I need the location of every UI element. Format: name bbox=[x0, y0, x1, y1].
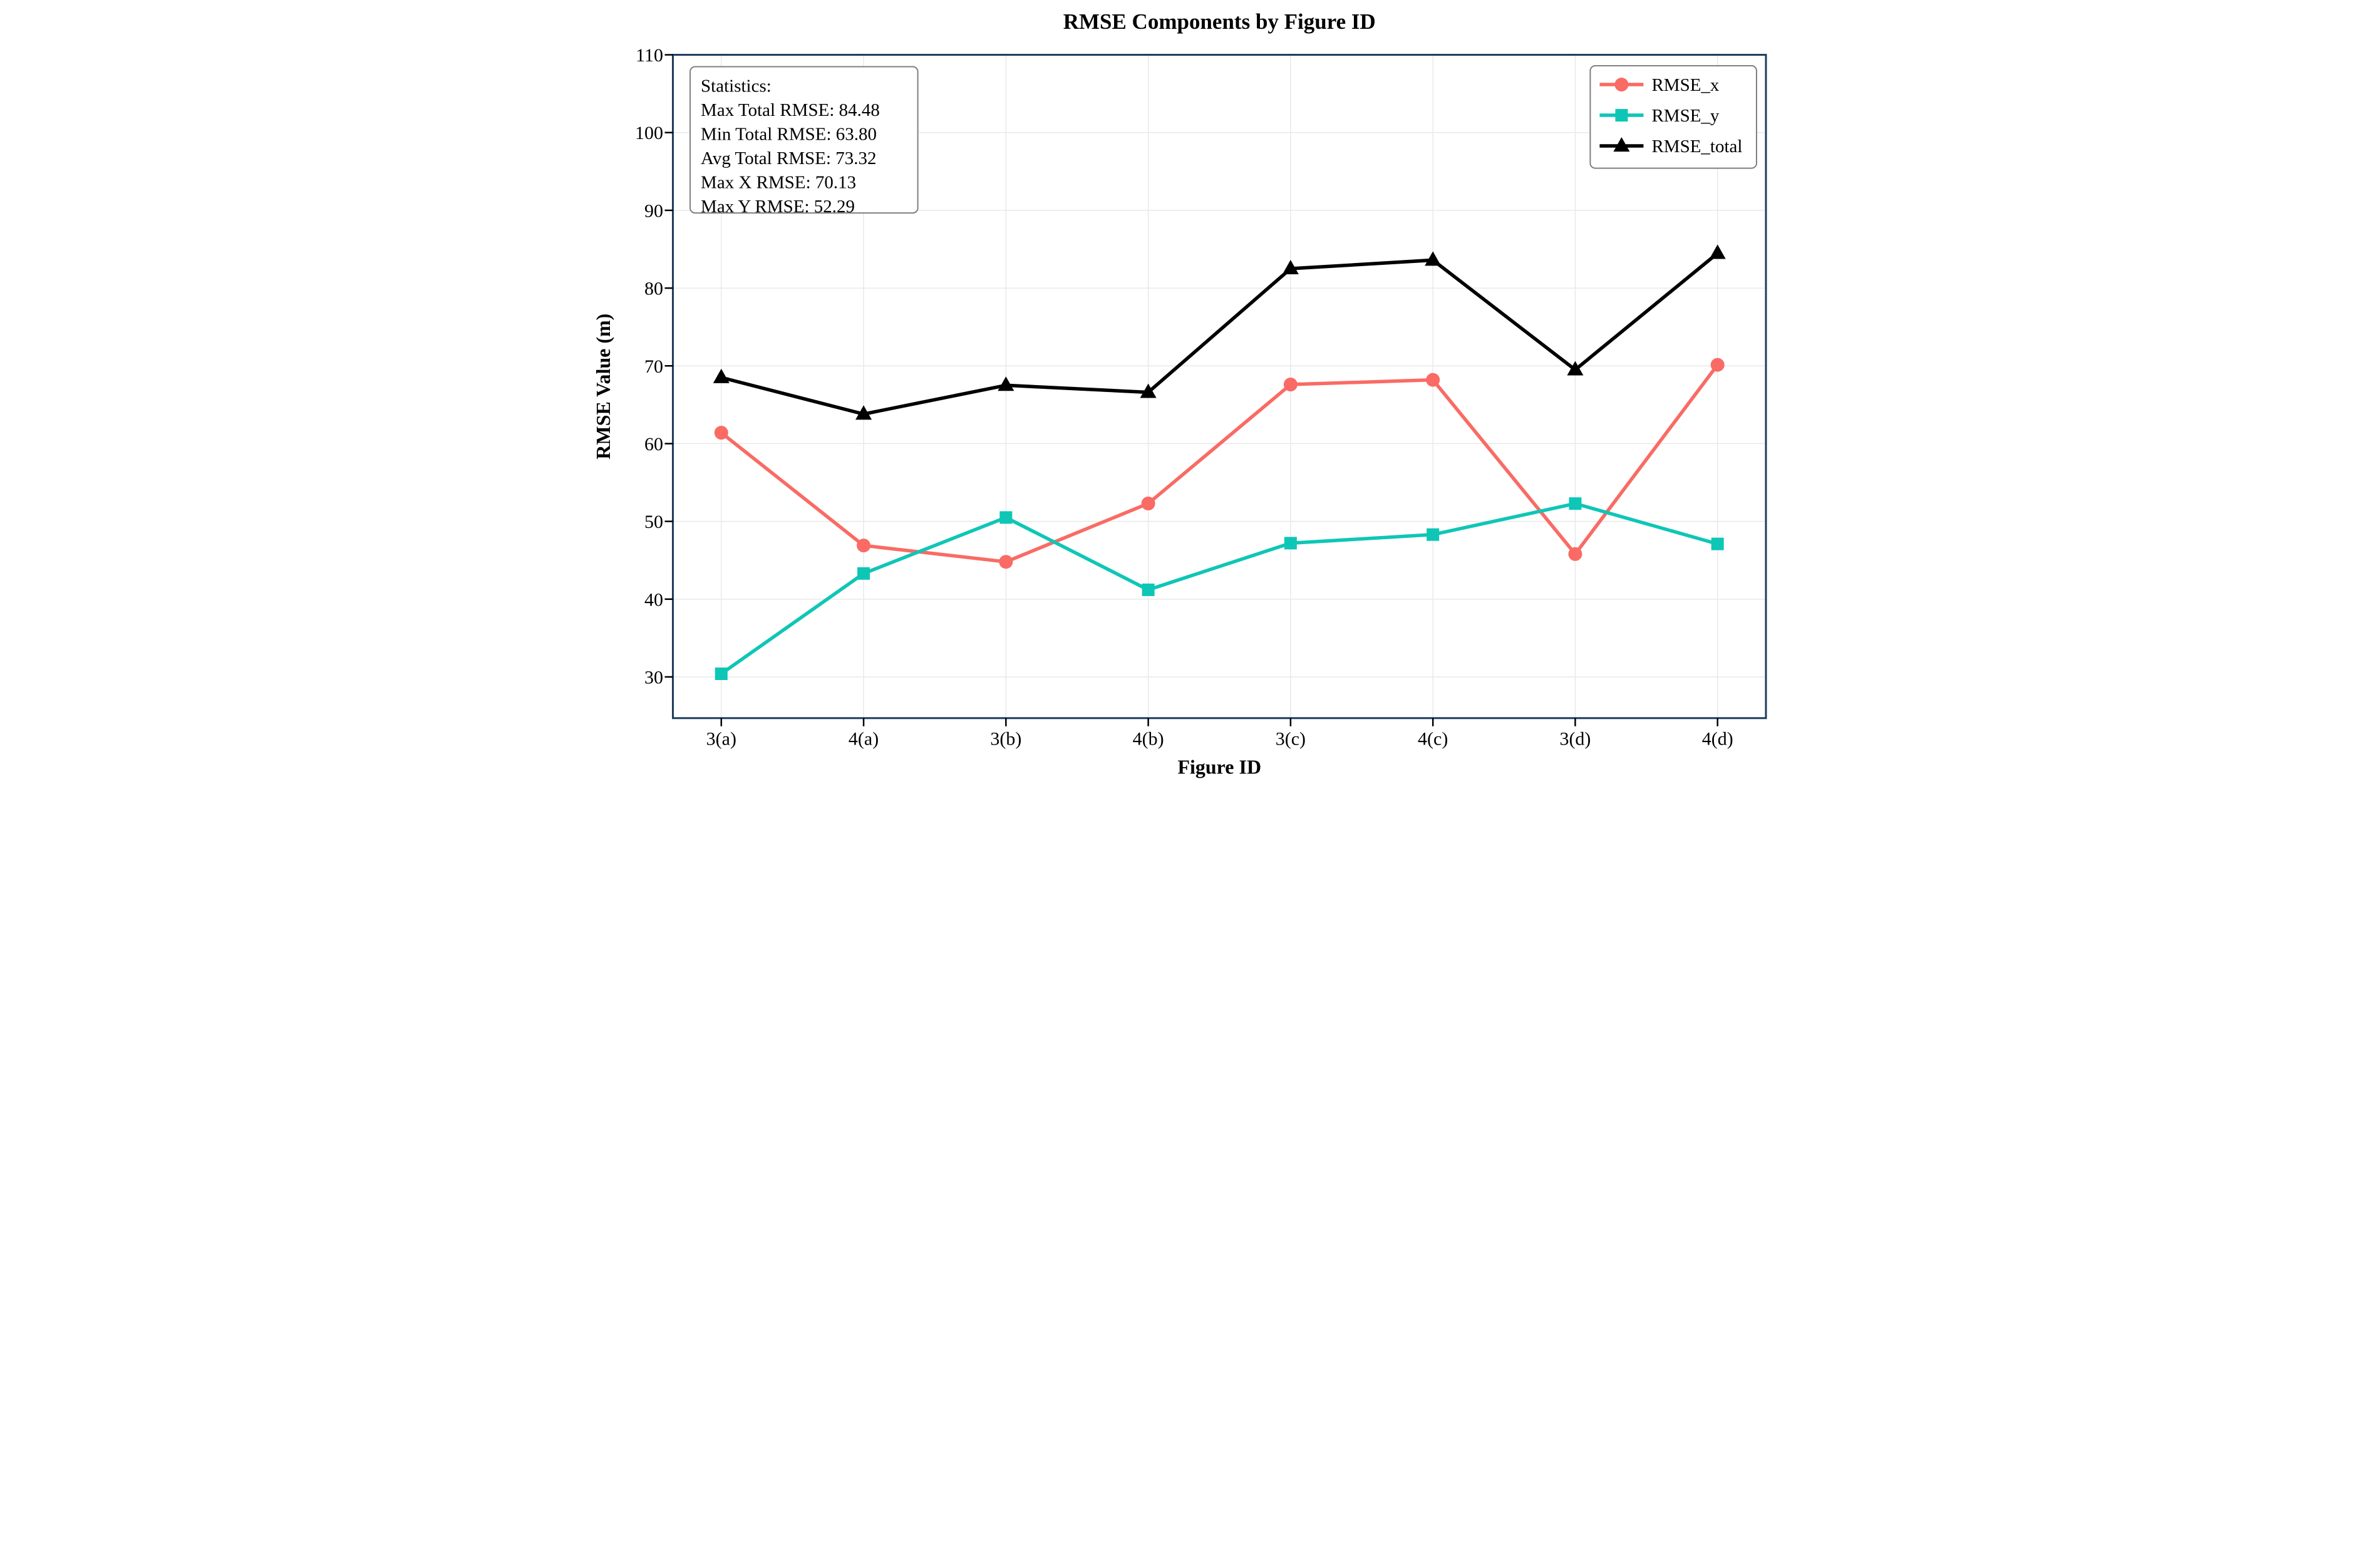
plot-frame bbox=[671, 54, 1767, 720]
x-tick-label: 3(a) bbox=[706, 728, 736, 749]
marker-RMSE_x-4(d) bbox=[1710, 358, 1725, 372]
x-tick-label: 3(b) bbox=[990, 728, 1021, 749]
legend-marker-RMSE_total bbox=[1613, 137, 1629, 152]
marker-RMSE_y-3(d) bbox=[1568, 497, 1581, 510]
x-tick-label: 4(b) bbox=[1132, 728, 1164, 749]
rmse-figure: 3(a) 4(a) 3(b) 4(b) 3(c) 4(c) 3(d) 4(d) 30 40 50 6… bbox=[593, 0, 1781, 785]
y-tick-label: 90 bbox=[644, 200, 663, 221]
marker-RMSE_y-3(a) bbox=[715, 668, 728, 681]
axis-ticks bbox=[664, 54, 1718, 726]
series-line-RMSE_y bbox=[719, 502, 1719, 676]
x-axis-label: Figure ID bbox=[1177, 755, 1261, 778]
y-tick-label: 50 bbox=[644, 512, 663, 532]
marker-RMSE_total-4(a) bbox=[855, 405, 872, 420]
x-tick-label: 3(d) bbox=[1559, 728, 1591, 749]
x-tick-label: 3(c) bbox=[1275, 728, 1305, 749]
legend-label-RMSE_total: RMSE_total bbox=[1651, 137, 1742, 157]
marker-RMSE_x-4(c) bbox=[1425, 373, 1440, 387]
legend: RMSE_x RMSE_y RMSE_total bbox=[1589, 65, 1757, 169]
legend-items: RMSE_x RMSE_y RMSE_total bbox=[1599, 75, 1742, 157]
marker-RMSE_x-3(c) bbox=[1283, 378, 1298, 392]
y-tick-label: 30 bbox=[644, 667, 663, 688]
stats-line: Statistics: bbox=[701, 76, 772, 96]
stats-line: Max Total RMSE: 84.48 bbox=[701, 100, 880, 120]
marker-RMSE_x-3(b) bbox=[998, 555, 1013, 569]
legend-marker-RMSE_x bbox=[1614, 78, 1628, 92]
x-tick-label: 4(c) bbox=[1418, 728, 1448, 749]
chart-title: RMSE Components by Figure ID bbox=[1063, 9, 1375, 34]
y-tick-label: 40 bbox=[644, 589, 663, 610]
stats-lines: Statistics: Max Total RMSE: 84.48 Min Tota… bbox=[701, 76, 880, 217]
x-tick-labels: 3(a) 4(a) 3(b) 4(b) 3(c) 4(c) 3(d) 4(d) bbox=[706, 728, 1733, 749]
marker-RMSE_total-3(d) bbox=[1566, 361, 1583, 376]
marker-RMSE_x-3(d) bbox=[1567, 547, 1582, 561]
y-tick-label: 110 bbox=[636, 45, 663, 66]
chart-canvas: 3(a) 4(a) 3(b) 4(b) 3(c) 4(c) 3(d) 4(d) 30 40 50 6… bbox=[594, 0, 1781, 785]
marker-RMSE_y-4(a) bbox=[857, 567, 870, 580]
marker-RMSE_total-4(b) bbox=[1140, 383, 1157, 398]
stats-line: Min Total RMSE: 63.80 bbox=[701, 125, 877, 145]
marker-RMSE_x-4(a) bbox=[856, 539, 870, 553]
stats-box: Statistics: Max Total RMSE: 84.48 Min Tota… bbox=[689, 66, 919, 217]
x-tick-label: 4(d) bbox=[1701, 728, 1733, 749]
stats-line: Max Y RMSE: 52.29 bbox=[701, 197, 855, 217]
y-tick-label: 60 bbox=[644, 434, 663, 455]
series-layer bbox=[713, 244, 1726, 681]
stats-line: Max X RMSE: 70.13 bbox=[701, 173, 856, 193]
stats-box-frame bbox=[689, 66, 919, 214]
y-tick-labels: 30 40 50 60 70 80 90 100 110 bbox=[635, 45, 663, 688]
marker-RMSE_total-3(b) bbox=[997, 376, 1014, 391]
marker-RMSE_total-3(a) bbox=[713, 368, 730, 383]
marker-RMSE_y-4(d) bbox=[1711, 537, 1724, 550]
legend-label-RMSE_y: RMSE_y bbox=[1651, 106, 1719, 126]
marker-RMSE_total-3(c) bbox=[1282, 260, 1299, 275]
marker-RMSE_total-4(d) bbox=[1709, 244, 1726, 259]
marker-RMSE_y-3(c) bbox=[1284, 537, 1297, 550]
series-line-RMSE_total bbox=[719, 251, 1719, 416]
marker-RMSE_y-4(c) bbox=[1426, 528, 1439, 541]
y-tick-label: 70 bbox=[644, 356, 663, 377]
x-tick-label: 4(a) bbox=[848, 728, 878, 749]
marker-RMSE_total-4(c) bbox=[1424, 251, 1441, 266]
marker-RMSE_x-4(b) bbox=[1141, 497, 1155, 511]
series-line-RMSE_x bbox=[719, 363, 1719, 564]
stats-line: Avg Total RMSE: 73.32 bbox=[701, 148, 876, 168]
marker-RMSE_y-3(b) bbox=[999, 511, 1012, 524]
legend-label-RMSE_x: RMSE_x bbox=[1651, 75, 1719, 95]
y-axis-label: RMSE Value (m) bbox=[594, 314, 614, 460]
y-tick-label: 80 bbox=[644, 279, 663, 299]
marker-RMSE_x-3(a) bbox=[714, 426, 728, 440]
y-tick-label: 100 bbox=[635, 123, 663, 143]
marker-RMSE_y-4(b) bbox=[1142, 583, 1155, 596]
legend-marker-RMSE_y bbox=[1614, 109, 1628, 122]
legend-frame bbox=[1589, 65, 1757, 169]
